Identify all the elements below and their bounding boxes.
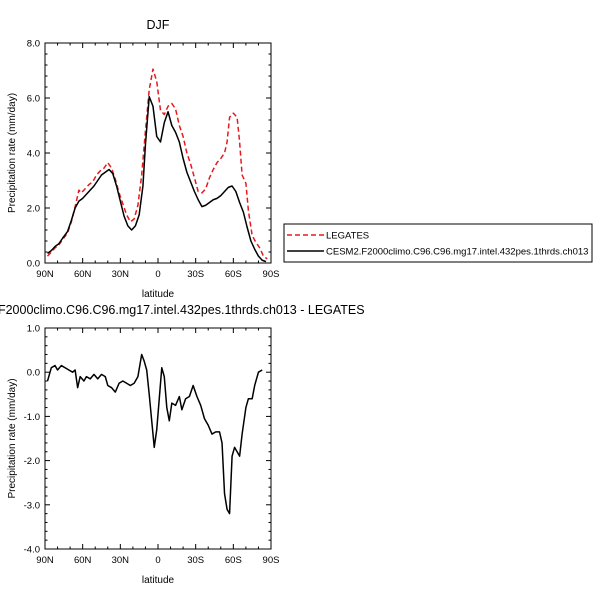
top-chart-frame — [44, 42, 272, 264]
bottom-chart-xtick-label: 0 — [155, 555, 160, 566]
bottom-chart-xtick-label: 30N — [112, 555, 130, 566]
bottom-chart-series-line-0 — [46, 353, 263, 515]
top-chart-ytick-label: 6.0 — [27, 94, 40, 105]
bottom-chart-xtick-label: 60S — [225, 555, 242, 566]
bottom-chart-frame — [44, 327, 272, 550]
top-chart-xtick-label: 30S — [187, 269, 204, 280]
bottom-chart-ytick-label: 0.0 — [27, 368, 40, 379]
bottom-chart-ytick-label: -4.0 — [24, 545, 40, 556]
top-chart-title: DJF — [147, 18, 170, 32]
bottom-chart-title: CESM2.F2000climo.C96.C96.mg17.intel.432p… — [0, 303, 365, 317]
top-chart-ytick-label: 0.0 — [27, 259, 40, 270]
bottom-chart-ytick-label: -3.0 — [24, 500, 40, 511]
bottom-chart-xtick-label: 60N — [74, 555, 92, 566]
legend-label-1: CESM2.F2000climo.C96.C96.mg17.intel.432p… — [326, 247, 588, 258]
legend-box — [283, 223, 593, 263]
top-chart-series-line-1 — [47, 95, 267, 263]
bottom-chart-yaxis-title: Precipitation rate (mm/day) — [7, 378, 18, 498]
top-chart-xtick-label: 60N — [74, 269, 92, 280]
top-chart-series-line-0 — [46, 68, 268, 260]
top-chart-ytick-label: 2.0 — [27, 204, 40, 215]
bottom-chart-xtick-label: 90N — [36, 555, 54, 566]
top-chart-xaxis-title: latitude — [142, 289, 175, 300]
bottom-chart-ytick-label: -1.0 — [24, 412, 40, 423]
top-chart-yaxis-title: Precipitation rate (mm/day) — [7, 93, 18, 213]
bottom-chart-xtick-label: 90S — [263, 555, 280, 566]
top-chart-ytick-label: 4.0 — [27, 149, 40, 160]
bottom-chart-ytick-label: 1.0 — [27, 324, 40, 335]
top-chart-xtick-label: 60S — [225, 269, 242, 280]
bottom-chart-ytick-label: -2.0 — [24, 456, 40, 467]
top-chart-xtick-label: 0 — [155, 269, 160, 280]
top-chart-ytick-label: 8.0 — [27, 39, 40, 50]
legend-label-0: LEGATES — [326, 231, 369, 242]
top-chart-xtick-label: 30N — [112, 269, 130, 280]
bottom-chart-xaxis-title: latitude — [142, 575, 175, 586]
bottom-chart-xtick-label: 30S — [187, 555, 204, 566]
top-chart-xtick-label: 90N — [36, 269, 54, 280]
top-chart-xtick-label: 90S — [263, 269, 280, 280]
